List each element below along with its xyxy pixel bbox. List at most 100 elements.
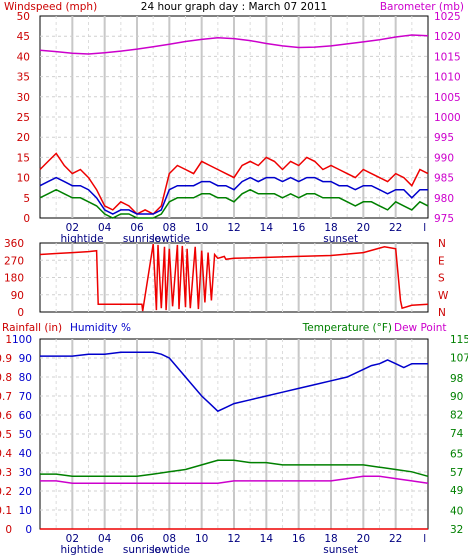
series-wind-low — [39, 188, 429, 219]
windspeed-axis-label: Windspeed (mph) — [4, 1, 97, 13]
wind-panel-tick-label: l — [423, 222, 426, 234]
barometer-tick-label: 1000 — [434, 112, 461, 124]
series-dew-point — [40, 475, 429, 484]
temperature-tick-label: 82 — [450, 410, 463, 422]
windspeed-tick-label: 35 — [17, 72, 30, 84]
barometer-tick-label: 975 — [434, 213, 454, 225]
wind-panel-event-lowtide: lowtide — [152, 233, 190, 245]
windspeed-tick-label: 5 — [23, 193, 30, 205]
barometer-tick-label: 1020 — [434, 31, 461, 43]
barometer-tick-label: 1025 — [434, 11, 461, 23]
temp-panel-tick-label: 18 — [324, 533, 337, 545]
windspeed-tick-label: 20 — [17, 132, 30, 144]
series-humidity — [40, 351, 428, 413]
humidity-tick-label: 0 — [25, 524, 32, 536]
temp-panel-tick-label: 22 — [389, 533, 402, 545]
barometer-axis-label: Barometer (mb) — [380, 1, 464, 13]
barometer-tick-label: 1015 — [434, 51, 461, 63]
temp-panel-event-lowtide: lowtide — [152, 544, 190, 556]
windspeed-tick-label: 0 — [23, 213, 30, 225]
temperature-tick-label: 74 — [450, 428, 464, 440]
compass-tick-label: S — [438, 273, 445, 285]
humidity-tick-label: 40 — [19, 448, 32, 460]
rainfall-tick-label: 0.4 — [0, 448, 12, 460]
temp-panel-tick-label: l — [423, 533, 426, 545]
temperature-tick-label: 32 — [450, 524, 463, 536]
temp-panel-tick-label: 10 — [195, 533, 208, 545]
wind-panel-tick-label: 18 — [324, 222, 337, 234]
series-wind-direction — [39, 243, 429, 312]
rainfall-tick-label: 0.3 — [0, 467, 12, 479]
temp-panel-tick-label: 02 — [66, 533, 79, 545]
windspeed-tick-label: 45 — [17, 31, 30, 43]
temp-panel-tick-label: 12 — [227, 533, 240, 545]
humidity-tick-label: 10 — [19, 505, 32, 517]
humidity-tick-label: 20 — [19, 486, 32, 498]
wind-panel-event-sunset: sunset — [323, 233, 358, 245]
wind-panel-tick-label: 04 — [98, 222, 112, 234]
series-wind-gust — [39, 152, 429, 215]
humidity-axis-label: Humidity % — [70, 322, 131, 334]
dewpoint-axis-label: Dew Point — [394, 322, 447, 334]
temperature-axis-label: Temperature (°F) — [302, 322, 392, 334]
windspeed-tick-label: 10 — [17, 173, 30, 185]
temp-panel-tick-label: 04 — [98, 533, 112, 545]
windspeed-tick-label: 40 — [17, 51, 30, 63]
wind-panel-tick-label: 06 — [130, 222, 144, 234]
humidity-tick-label: 90 — [19, 353, 32, 365]
rainfall-axis-label: Rainfall (in) — [2, 322, 62, 334]
barometer-tick-label: 1010 — [434, 72, 461, 84]
temperature-tick-label: 65 — [450, 448, 463, 460]
wind-panel-tick-label: 08 — [163, 222, 176, 234]
compass-tick-label: E — [438, 255, 445, 267]
wind-panel-tick-label: 22 — [389, 222, 402, 234]
compass-tick-label: N — [438, 238, 446, 250]
temperature-tick-label: 107 — [450, 352, 468, 364]
temp-panel-tick-label: 16 — [292, 533, 306, 545]
wind-panel-tick-label: 14 — [260, 222, 274, 234]
temperature-tick-label: 49 — [450, 485, 463, 497]
humidity-tick-label: 30 — [19, 467, 32, 479]
wind-panel-tick-label: 02 — [66, 222, 79, 234]
temp-panel-tick-label: 14 — [260, 533, 274, 545]
chart-title: 24 hour graph day : March 07 2011 — [141, 1, 327, 13]
rainfall-tick-label: 0.1 — [0, 505, 12, 517]
barometer-tick-label: 1005 — [434, 92, 461, 104]
temperature-tick-label: 115 — [450, 334, 468, 346]
temp-panel-event-sunrise: sunrise — [123, 544, 161, 556]
wind-panel-tick-label: 10 — [195, 222, 208, 234]
direction-tick-label: 270 — [4, 255, 24, 267]
series-wind-average — [39, 176, 428, 215]
humidity-tick-label: 60 — [19, 410, 32, 422]
wind-panel-tick-label: 20 — [357, 222, 370, 234]
rainfall-tick-label: 0.2 — [0, 486, 12, 498]
barometer-tick-label: 980 — [434, 193, 454, 205]
compass-tick-label: W — [438, 290, 449, 302]
rainfall-tick-label: 0.7 — [0, 391, 12, 403]
humidity-tick-label: 70 — [19, 391, 32, 403]
series-barometer — [39, 34, 429, 55]
direction-tick-label: 180 — [4, 273, 24, 285]
direction-tick-label: 360 — [4, 238, 24, 250]
rainfall-tick-label: 0.5 — [0, 429, 12, 441]
windspeed-tick-label: 15 — [17, 152, 30, 164]
temperature-tick-label: 98 — [450, 373, 463, 385]
rainfall-tick-label: 0.9 — [0, 353, 12, 365]
windspeed-tick-label: 50 — [17, 11, 30, 23]
humidity-tick-label: 50 — [19, 429, 32, 441]
windspeed-tick-label: 25 — [17, 112, 30, 124]
temp-panel-tick-label: 08 — [163, 533, 176, 545]
wind-panel-tick-label: 12 — [227, 222, 240, 234]
barometer-tick-label: 985 — [434, 173, 454, 185]
windspeed-tick-label: 30 — [17, 92, 30, 104]
temp-panel-tick-label: 06 — [130, 533, 144, 545]
rainfall-tick-label: 0 — [5, 524, 12, 536]
compass-tick-label: N — [438, 307, 446, 319]
temperature-tick-label: 90 — [450, 391, 463, 403]
barometer-tick-label: 990 — [434, 152, 454, 164]
barometer-tick-label: 995 — [434, 132, 454, 144]
rainfall-tick-label: 1 — [5, 334, 12, 346]
rainfall-tick-label: 0.8 — [0, 372, 12, 384]
humidity-tick-label: 80 — [19, 372, 32, 384]
